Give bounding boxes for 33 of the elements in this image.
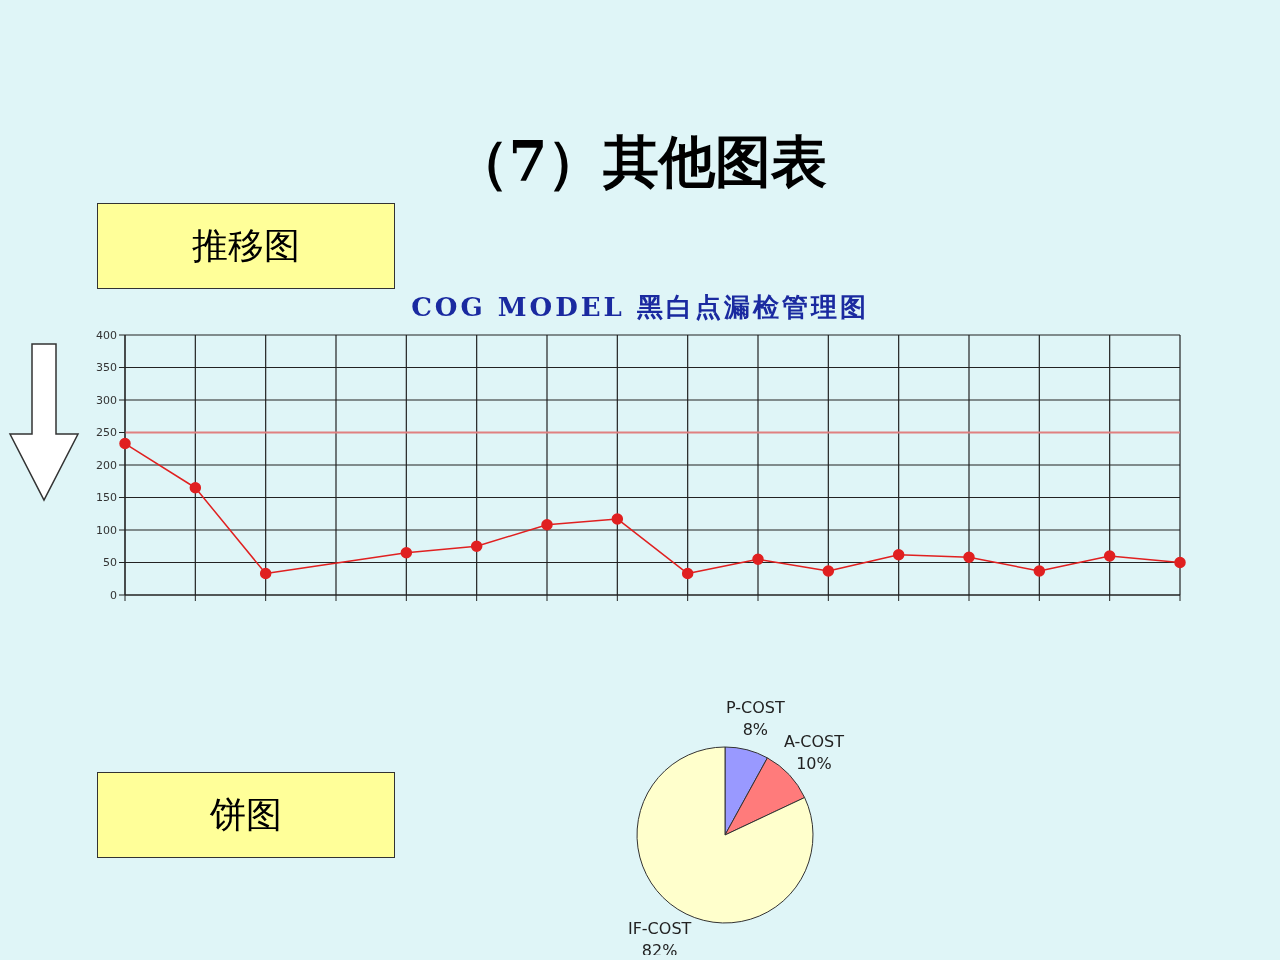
y-tick-label: 250 bbox=[96, 426, 117, 440]
point bbox=[681, 567, 694, 580]
text: （7）其他图表 bbox=[451, 127, 829, 196]
slice-label: IF-COST bbox=[627, 919, 692, 939]
text: 饼图 bbox=[97, 772, 395, 858]
slice-label: A-COST bbox=[783, 732, 845, 752]
point bbox=[1033, 565, 1046, 577]
data-label: 10% bbox=[796, 754, 832, 774]
chart-title: COG MODEL 黑白点漏检管理图 bbox=[410, 291, 870, 324]
point bbox=[189, 482, 202, 494]
y-tick-label: 0 bbox=[110, 588, 117, 602]
y-tick-label: 300 bbox=[96, 393, 117, 407]
point bbox=[259, 567, 272, 580]
point bbox=[400, 547, 413, 559]
text: 推移图 bbox=[97, 203, 395, 289]
point bbox=[892, 548, 905, 561]
point bbox=[822, 565, 835, 577]
slice-label: P-COST bbox=[725, 697, 785, 717]
point bbox=[752, 553, 764, 565]
point bbox=[1103, 550, 1116, 562]
y-tick-label: 200 bbox=[96, 458, 117, 472]
point bbox=[470, 540, 483, 552]
y-tick-label: 50 bbox=[103, 556, 117, 570]
y-tick-label: 400 bbox=[96, 328, 117, 342]
point bbox=[541, 519, 553, 531]
point bbox=[1174, 556, 1186, 569]
point bbox=[119, 437, 131, 450]
point bbox=[611, 513, 624, 525]
y-tick-label: 150 bbox=[96, 491, 117, 505]
y-tick-label: 350 bbox=[96, 361, 117, 375]
data-label: 8% bbox=[742, 719, 769, 739]
y-tick-label: 100 bbox=[96, 523, 117, 537]
point bbox=[963, 551, 975, 564]
